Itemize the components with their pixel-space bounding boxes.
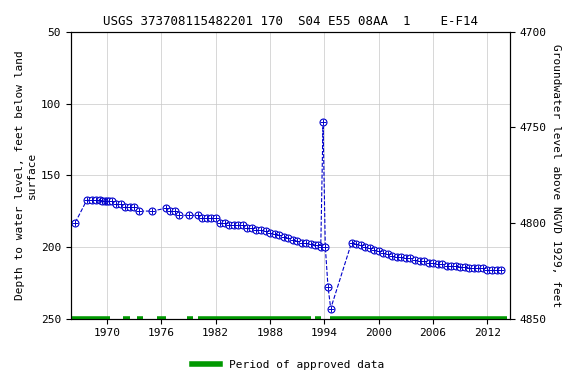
Legend: Period of approved data: Period of approved data [188,356,388,375]
Title: USGS 373708115482201 170  S04 E55 08AA  1    E-F14: USGS 373708115482201 170 S04 E55 08AA 1 … [103,15,478,28]
Y-axis label: Groundwater level above NGVD 1929, feet: Groundwater level above NGVD 1929, feet [551,44,561,307]
Y-axis label: Depth to water level, feet below land
surface: Depth to water level, feet below land su… [15,50,37,300]
